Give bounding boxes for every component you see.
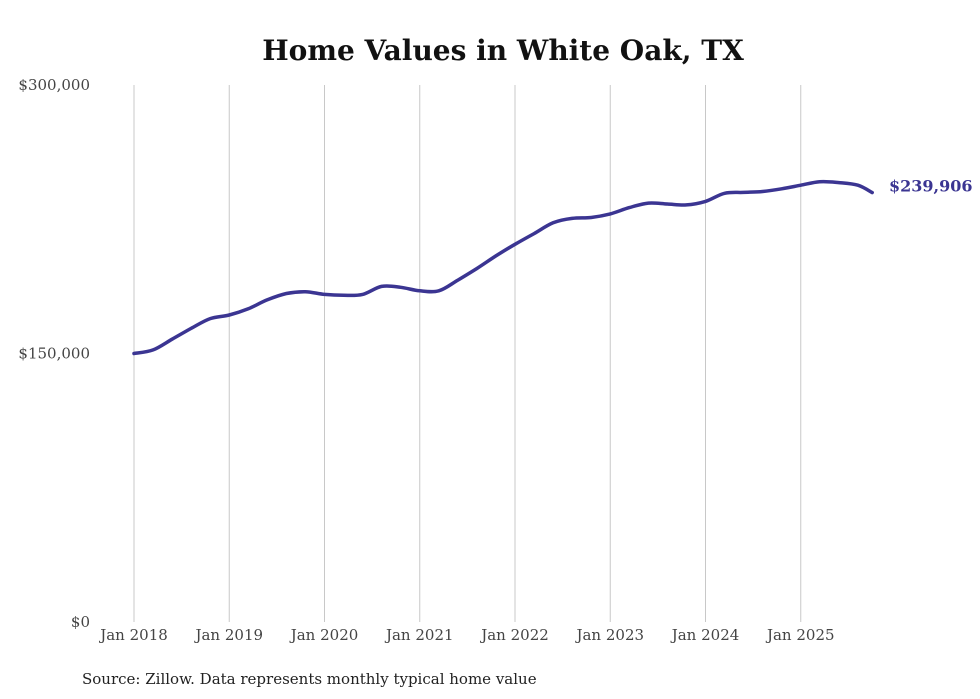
series-line-home-value bbox=[132, 179, 874, 356]
x-tick-label: Jan 2023 bbox=[574, 626, 644, 644]
x-axis-ticks: Jan 2018 Jan 2019 Jan 2020 Jan 2021 Jan 2022… bbox=[98, 626, 834, 644]
x-tick-label: Jan 2025 bbox=[765, 626, 835, 644]
x-tick-label: Jan 2019 bbox=[193, 626, 263, 644]
chart-title: Home Values in White Oak, TX bbox=[262, 34, 744, 67]
y-tick-label: $300,000 bbox=[18, 76, 90, 94]
y-tick-label: $0 bbox=[71, 613, 90, 631]
gridlines bbox=[133, 85, 802, 622]
x-tick-label: Jan 2022 bbox=[479, 626, 549, 644]
source-note: Source: Zillow. Data represents monthly … bbox=[82, 670, 537, 688]
x-tick-label: Jan 2024 bbox=[670, 626, 740, 644]
y-tick-label: $150,000 bbox=[18, 345, 90, 363]
y-axis-ticks: $0 $150,000 $300,000 bbox=[18, 76, 90, 631]
x-tick-label: Jan 2018 bbox=[98, 626, 168, 644]
end-value-label: $239,906 bbox=[889, 177, 973, 196]
x-tick-label: Jan 2021 bbox=[384, 626, 454, 644]
x-tick-label: Jan 2020 bbox=[289, 626, 359, 644]
